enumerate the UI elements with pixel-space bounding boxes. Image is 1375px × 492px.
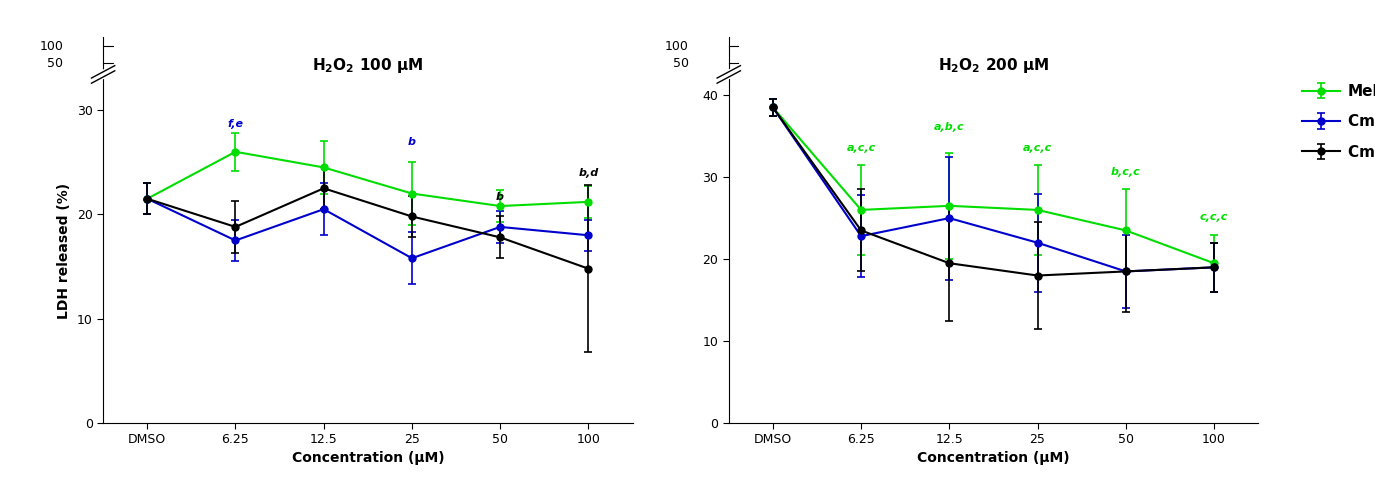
Text: b,d: b,d [579,168,598,178]
Text: c,c,c: c,c,c [1200,212,1228,222]
Text: a,c,c: a,c,c [1023,143,1052,153]
Text: 50: 50 [47,57,63,70]
Title: $\mathregular{H_2O_2}$ 100 μM: $\mathregular{H_2O_2}$ 100 μM [312,57,424,75]
Text: a,b,c: a,b,c [934,122,965,132]
Text: 100: 100 [666,39,689,53]
Title: $\mathregular{H_2O_2}$ 200 μM: $\mathregular{H_2O_2}$ 200 μM [938,57,1049,75]
Text: 100: 100 [40,39,63,53]
X-axis label: Concentration (μM): Concentration (μM) [292,451,444,465]
Text: f,e: f,e [227,119,243,129]
Text: a,c,c: a,c,c [847,143,876,153]
Text: b: b [408,137,415,147]
Text: b,c,c: b,c,c [1111,167,1141,177]
Text: 50: 50 [672,57,689,70]
Text: b: b [496,192,505,202]
X-axis label: Concentration (μM): Concentration (μM) [917,451,1070,465]
Legend: Meloxicam, Cmp 2, Cmp 7: Meloxicam, Cmp 2, Cmp 7 [1298,80,1375,164]
Y-axis label: LDH released (%): LDH released (%) [58,183,72,319]
